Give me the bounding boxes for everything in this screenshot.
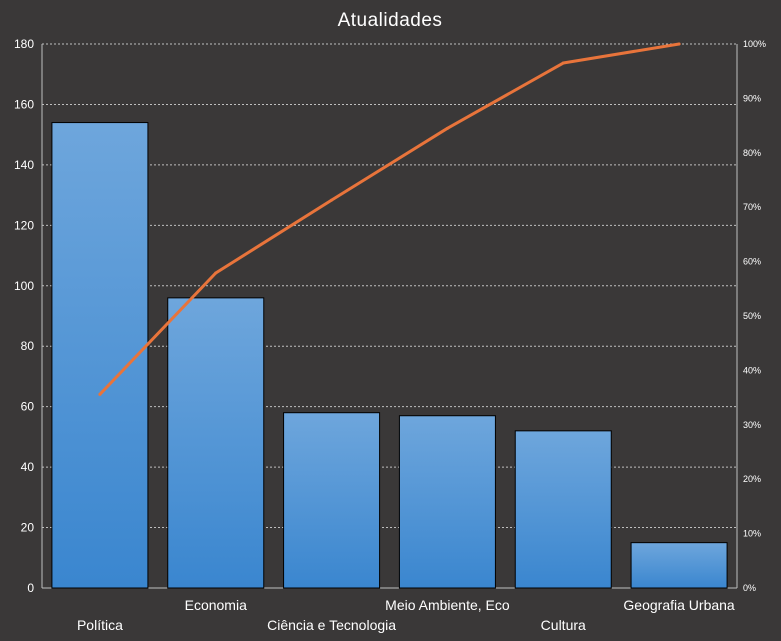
y2-tick-label: 70% xyxy=(743,202,761,212)
y-tick-label: 140 xyxy=(14,158,34,172)
chart-title: Atualidades xyxy=(338,10,443,31)
x-tick-label: Economia xyxy=(185,597,247,613)
y-tick-label: 80 xyxy=(21,339,35,353)
y-tick-label: 0 xyxy=(27,581,34,595)
x-tick-label: Política xyxy=(77,617,123,633)
cumulative-line-layer xyxy=(98,42,681,396)
x-tick-label: Cultura xyxy=(541,617,586,633)
y2-tick-label: 20% xyxy=(743,474,761,484)
bar xyxy=(514,430,612,589)
bar xyxy=(167,297,265,589)
y-tick-label: 20 xyxy=(21,521,35,535)
line-point xyxy=(561,61,565,65)
axes xyxy=(41,44,738,589)
y2-tick-label: 0% xyxy=(743,583,756,593)
y2-tick-label: 40% xyxy=(743,365,761,375)
cumulative-percentage-line xyxy=(98,42,681,396)
y2-tick-label: 30% xyxy=(743,420,761,430)
y-tick-label: 120 xyxy=(14,218,34,232)
bar xyxy=(630,542,728,589)
y-tick-label: 100 xyxy=(14,279,34,293)
line-point xyxy=(98,392,102,396)
x-tick-label: Geografia Urbana xyxy=(623,597,735,613)
y-tick-label: 40 xyxy=(21,460,35,474)
y-tick-label: 60 xyxy=(21,400,35,414)
y2-tick-label: 60% xyxy=(743,257,761,267)
line-point xyxy=(330,198,334,202)
tick-labels: 0 20 40 60 80 100 120 140 160 180 0% 10% 20% 30% 40% 50… xyxy=(14,37,766,633)
bar xyxy=(398,415,496,589)
line-point xyxy=(677,42,681,46)
y2-tick-label: 50% xyxy=(743,311,761,321)
bar xyxy=(283,412,381,589)
line-point xyxy=(214,271,218,275)
bar xyxy=(51,122,149,589)
y-tick-label: 180 xyxy=(14,37,34,51)
y-tick-label: 160 xyxy=(14,97,34,111)
bars xyxy=(51,122,728,589)
y2-tick-label: 100% xyxy=(743,39,766,49)
y2-tick-label: 10% xyxy=(743,529,761,539)
y2-tick-label: 80% xyxy=(743,148,761,158)
x-tick-label: Ciência e Tecnologia xyxy=(267,617,396,633)
x-tick-label: Meio Ambiente, Eco xyxy=(385,597,510,613)
y2-tick-label: 90% xyxy=(743,93,761,103)
line-point xyxy=(445,126,449,130)
